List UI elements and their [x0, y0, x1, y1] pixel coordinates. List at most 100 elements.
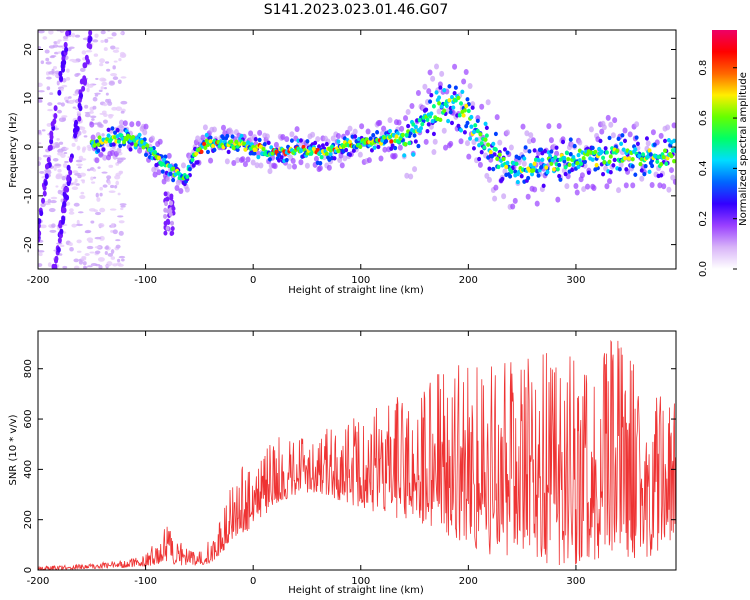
spectrogram-cell: [494, 114, 500, 121]
spectrogram-cell: [637, 153, 642, 159]
spectrogram-cell: [591, 184, 597, 191]
spectrogram-cell: [412, 166, 418, 173]
spectrogram-cell: [532, 161, 537, 166]
spectrogram-speckle: [45, 203, 51, 206]
spectrogram-cell: [431, 149, 437, 156]
spectrogram-cell: [522, 156, 527, 161]
spectrogram-cell: [195, 160, 200, 165]
spectrogram-speckle: [112, 76, 119, 80]
spectrogram-cell: [604, 150, 609, 155]
spectrogram-cell: [240, 156, 246, 163]
snr-xtick-label: 0: [250, 576, 256, 587]
spectrogram-cell: [375, 130, 380, 135]
spectrogram-cell: [469, 124, 474, 129]
spectrogram-cell: [568, 152, 573, 157]
spectrogram-cell: [563, 171, 568, 177]
spectrogram-cell: [393, 145, 398, 151]
spectrogram-cell: [439, 70, 445, 77]
spectrogram-cell: [257, 129, 263, 136]
spectrogram-cell: [634, 135, 639, 140]
spectrogram-cell: [491, 141, 496, 147]
spectrogram-cell: [487, 166, 492, 171]
spectrogram-cell: [409, 103, 415, 110]
spectrogram-tail: [170, 220, 175, 226]
spectrogram-speckle: [63, 35, 69, 40]
figure-title: S141.2023.023.01.46.G07: [264, 2, 449, 18]
spectrogram-cell: [298, 159, 304, 166]
spectrogram-speckle: [109, 208, 117, 211]
spectrogram-speckle: [118, 230, 124, 236]
spectrogram-speckle: [76, 163, 83, 167]
spectrogram-cell: [291, 163, 297, 170]
spectrogram-streak: [57, 89, 62, 96]
spectrogram-cell: [572, 143, 577, 149]
spectrogram-speckle: [58, 141, 64, 145]
spectrogram-xtick-label: -100: [134, 275, 157, 286]
spectrogram-speckle: [110, 184, 115, 189]
spectrogram-cell: [225, 133, 230, 139]
spectrogram-streak: [42, 190, 47, 197]
spectrogram-speckle: [95, 77, 99, 80]
spectrogram-cell: [415, 90, 421, 97]
spectrogram-speckle: [104, 250, 108, 256]
spectrogram-speckle: [38, 46, 42, 50]
spectrogram-cell: [549, 161, 554, 166]
spectrogram-xtick-label: 200: [459, 275, 478, 286]
spectrogram-cell: [118, 143, 123, 148]
spectrogram-cell: [413, 139, 418, 144]
spectrogram-speckle: [71, 223, 77, 228]
spectrogram-cell: [544, 165, 549, 170]
spectrogram-speckle: [38, 161, 41, 167]
spectrogram-cell: [598, 138, 603, 144]
spectrogram-xlabel: Height of straight line (km): [288, 285, 424, 296]
spectrogram-cell: [226, 149, 231, 155]
spectrogram-cell: [255, 150, 261, 157]
spectrogram-speckle: [63, 151, 68, 155]
spectrogram-cell: [377, 119, 383, 126]
spectrogram-speckle: [60, 198, 64, 203]
spectrogram-streak: [41, 197, 46, 204]
spectrogram-speckle: [91, 181, 96, 184]
spectrogram-cell: [630, 182, 636, 189]
spectrogram-speckle: [92, 168, 97, 172]
spectrogram-speckle: [47, 102, 53, 106]
spectrogram-cell: [149, 146, 154, 152]
spectrogram-speckle: [80, 191, 85, 195]
spectrogram-cell: [442, 87, 447, 93]
spectrogram-speckle: [87, 83, 94, 88]
spectrogram-cell: [652, 142, 657, 147]
spectrogram-cell: [469, 114, 474, 120]
spectrogram-cell: [659, 161, 664, 167]
spectrogram-cell: [624, 167, 629, 172]
spectrogram-cell: [633, 147, 638, 152]
spectrogram-speckle: [86, 168, 91, 172]
spectrogram-streak: [63, 186, 68, 193]
spectrogram-speckle: [81, 129, 87, 134]
spectrogram-cell: [460, 89, 465, 94]
spectrogram-cell: [313, 140, 318, 146]
spectrogram-cell: [599, 149, 604, 154]
spectrogram-cell: [621, 147, 626, 152]
spectrogram-cell: [315, 136, 321, 143]
spectrogram-cell: [590, 157, 595, 162]
spectrogram-speckle: [101, 81, 108, 86]
spectrogram-streak: [32, 255, 36, 261]
spectrogram-streak: [53, 263, 58, 269]
spectrogram-cell: [630, 156, 635, 162]
spectrogram-cell: [122, 139, 127, 145]
spectrogram-speckle: [92, 39, 99, 43]
spectrogram-cell: [392, 152, 398, 159]
spectrogram-cell: [658, 132, 664, 139]
spectrogram-speckle: [76, 223, 83, 227]
spectrogram-cell: [539, 147, 544, 152]
spectrogram-speckle: [58, 117, 66, 123]
spectrogram-cell: [269, 145, 274, 150]
spectrogram-cell: [615, 148, 620, 153]
spectrogram-cell: [639, 175, 645, 182]
spectrogram-cell: [626, 156, 631, 161]
spectrogram-cell: [220, 124, 226, 131]
spectrogram-cell: [141, 145, 146, 150]
spectrogram-speckle: [111, 32, 117, 37]
spectrogram-cell: [527, 149, 532, 154]
spectrogram-speckle: [117, 215, 124, 218]
